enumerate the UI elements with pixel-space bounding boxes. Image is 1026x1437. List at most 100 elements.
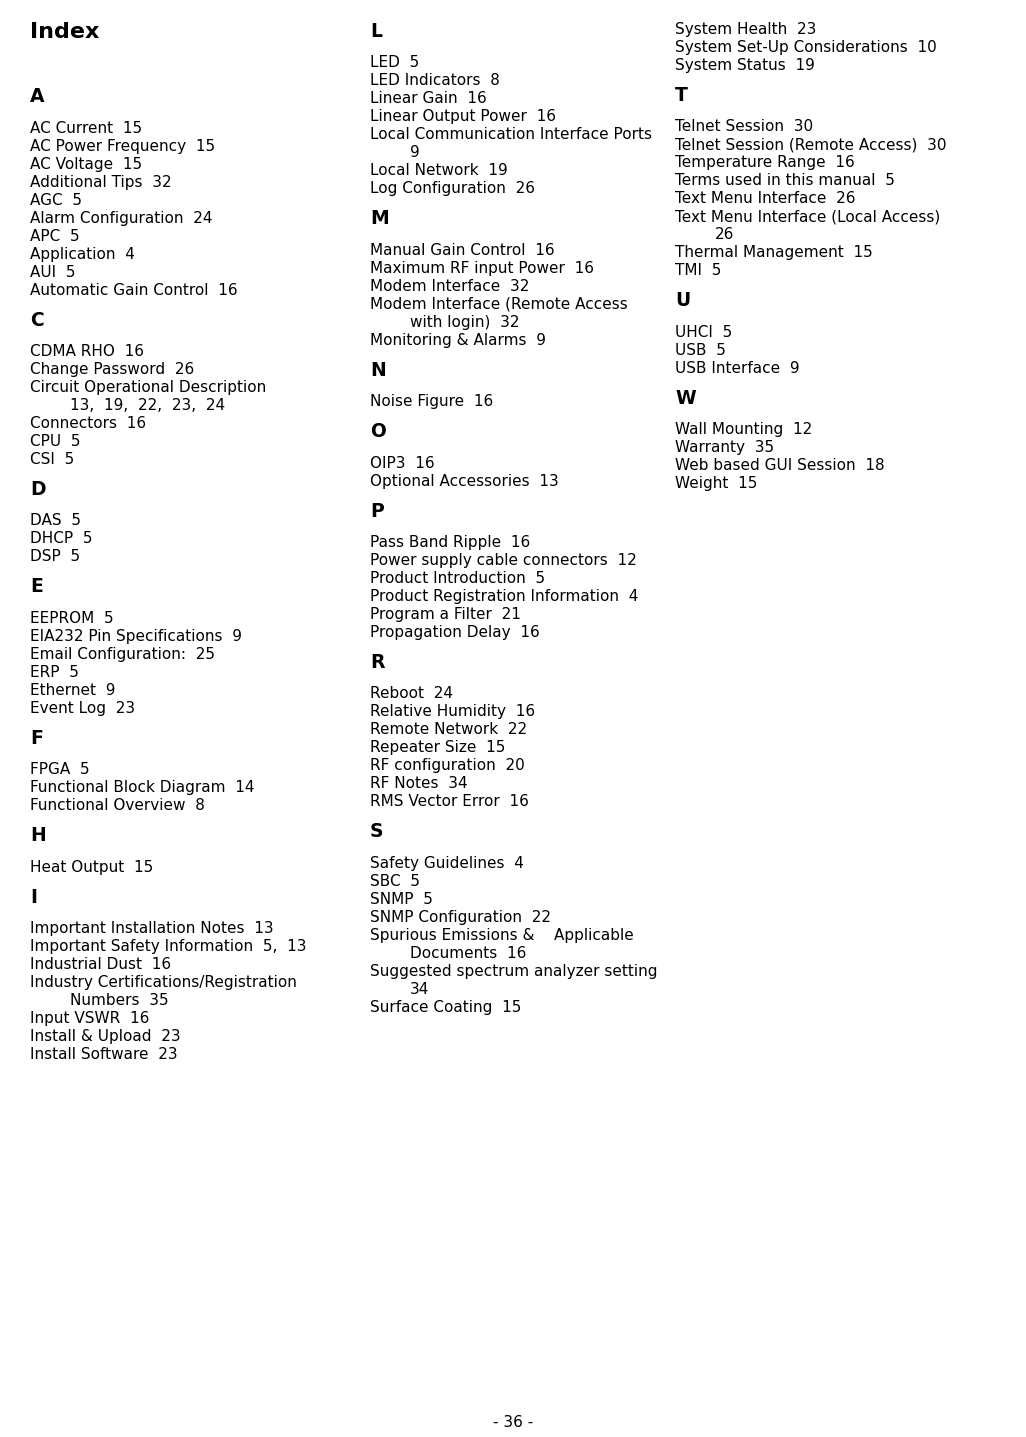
Text: Install Software  23: Install Software 23: [30, 1048, 177, 1062]
Text: with login)  32: with login) 32: [410, 315, 519, 331]
Text: FPGA  5: FPGA 5: [30, 762, 89, 777]
Text: D: D: [30, 480, 45, 499]
Text: Install & Upload  23: Install & Upload 23: [30, 1029, 181, 1045]
Text: UHCI  5: UHCI 5: [675, 325, 733, 339]
Text: Heat Output  15: Heat Output 15: [30, 859, 153, 875]
Text: Thermal Management  15: Thermal Management 15: [675, 246, 873, 260]
Text: Text Menu Interface  26: Text Menu Interface 26: [675, 191, 856, 207]
Text: Automatic Gain Control  16: Automatic Gain Control 16: [30, 283, 238, 297]
Text: Product Registration Information  4: Product Registration Information 4: [370, 589, 638, 604]
Text: Linear Output Power  16: Linear Output Power 16: [370, 109, 556, 125]
Text: Numbers  35: Numbers 35: [70, 993, 168, 1007]
Text: CDMA RHO  16: CDMA RHO 16: [30, 343, 144, 359]
Text: A: A: [30, 88, 44, 106]
Text: LED Indicators  8: LED Indicators 8: [370, 73, 500, 89]
Text: Reboot  24: Reboot 24: [370, 687, 453, 701]
Text: RF Notes  34: RF Notes 34: [370, 776, 468, 792]
Text: Optional Accessories  13: Optional Accessories 13: [370, 474, 559, 489]
Text: System Health  23: System Health 23: [675, 22, 817, 37]
Text: Industrial Dust  16: Industrial Dust 16: [30, 957, 171, 971]
Text: W: W: [675, 389, 696, 408]
Text: Additional Tips  32: Additional Tips 32: [30, 175, 171, 190]
Text: Surface Coating  15: Surface Coating 15: [370, 1000, 521, 1015]
Text: Event Log  23: Event Log 23: [30, 701, 135, 716]
Text: Maximum RF input Power  16: Maximum RF input Power 16: [370, 260, 594, 276]
Text: 26: 26: [715, 227, 735, 243]
Text: AC Voltage  15: AC Voltage 15: [30, 157, 143, 171]
Text: Documents  16: Documents 16: [410, 946, 526, 961]
Text: SNMP  5: SNMP 5: [370, 892, 433, 907]
Text: Relative Humidity  16: Relative Humidity 16: [370, 704, 536, 720]
Text: ERP  5: ERP 5: [30, 665, 79, 680]
Text: Log Configuration  26: Log Configuration 26: [370, 181, 535, 197]
Text: DHCP  5: DHCP 5: [30, 532, 92, 546]
Text: H: H: [30, 826, 46, 845]
Text: O: O: [370, 422, 386, 441]
Text: System Set-Up Considerations  10: System Set-Up Considerations 10: [675, 40, 937, 55]
Text: Telnet Session  30: Telnet Session 30: [675, 119, 814, 135]
Text: Modem Interface  32: Modem Interface 32: [370, 279, 529, 293]
Text: Remote Network  22: Remote Network 22: [370, 723, 527, 737]
Text: Web based GUI Session  18: Web based GUI Session 18: [675, 458, 884, 473]
Text: Change Password  26: Change Password 26: [30, 362, 194, 376]
Text: EEPROM  5: EEPROM 5: [30, 611, 114, 625]
Text: 13,  19,  22,  23,  24: 13, 19, 22, 23, 24: [70, 398, 225, 412]
Text: Index: Index: [30, 22, 100, 42]
Text: N: N: [370, 361, 386, 379]
Text: Repeater Size  15: Repeater Size 15: [370, 740, 506, 756]
Text: Local Communication Interface Ports: Local Communication Interface Ports: [370, 128, 652, 142]
Text: Terms used in this manual  5: Terms used in this manual 5: [675, 174, 895, 188]
Text: DSP  5: DSP 5: [30, 549, 80, 565]
Text: Functional Overview  8: Functional Overview 8: [30, 798, 205, 813]
Text: Wall Mounting  12: Wall Mounting 12: [675, 422, 813, 437]
Text: RF configuration  20: RF configuration 20: [370, 759, 524, 773]
Text: Power supply cable connectors  12: Power supply cable connectors 12: [370, 553, 637, 568]
Text: USB  5: USB 5: [675, 343, 725, 358]
Text: T: T: [675, 86, 687, 105]
Text: Text Menu Interface (Local Access): Text Menu Interface (Local Access): [675, 210, 940, 224]
Text: P: P: [370, 502, 384, 520]
Text: I: I: [30, 888, 37, 907]
Text: OIP3  16: OIP3 16: [370, 456, 435, 470]
Text: Linear Gain  16: Linear Gain 16: [370, 92, 486, 106]
Text: CPU  5: CPU 5: [30, 434, 80, 448]
Text: R: R: [370, 652, 385, 673]
Text: AUI  5: AUI 5: [30, 264, 76, 280]
Text: Functional Block Diagram  14: Functional Block Diagram 14: [30, 780, 254, 795]
Text: Important Installation Notes  13: Important Installation Notes 13: [30, 921, 274, 935]
Text: Circuit Operational Description: Circuit Operational Description: [30, 379, 267, 395]
Text: Important Safety Information  5,  13: Important Safety Information 5, 13: [30, 938, 307, 954]
Text: Application  4: Application 4: [30, 247, 134, 262]
Text: Spurious Emissions &    Applicable: Spurious Emissions & Applicable: [370, 928, 634, 943]
Text: APC  5: APC 5: [30, 228, 80, 244]
Text: SBC  5: SBC 5: [370, 874, 420, 890]
Text: CSI  5: CSI 5: [30, 453, 74, 467]
Text: RMS Vector Error  16: RMS Vector Error 16: [370, 795, 528, 809]
Text: Propagation Delay  16: Propagation Delay 16: [370, 625, 540, 639]
Text: Warranty  35: Warranty 35: [675, 440, 775, 456]
Text: Program a Filter  21: Program a Filter 21: [370, 606, 521, 622]
Text: Manual Gain Control  16: Manual Gain Control 16: [370, 243, 555, 257]
Text: AGC  5: AGC 5: [30, 193, 82, 207]
Text: 9: 9: [410, 145, 420, 161]
Text: U: U: [675, 292, 690, 310]
Text: Weight  15: Weight 15: [675, 476, 757, 491]
Text: Alarm Configuration  24: Alarm Configuration 24: [30, 211, 212, 226]
Text: Pass Band Ripple  16: Pass Band Ripple 16: [370, 535, 530, 550]
Text: EIA232 Pin Specifications  9: EIA232 Pin Specifications 9: [30, 629, 242, 644]
Text: C: C: [30, 310, 44, 329]
Text: AC Power Frequency  15: AC Power Frequency 15: [30, 138, 215, 154]
Text: DAS  5: DAS 5: [30, 513, 81, 529]
Text: F: F: [30, 729, 43, 747]
Text: Input VSWR  16: Input VSWR 16: [30, 1012, 150, 1026]
Text: System Status  19: System Status 19: [675, 57, 815, 73]
Text: M: M: [370, 210, 389, 228]
Text: Monitoring & Alarms  9: Monitoring & Alarms 9: [370, 333, 546, 348]
Text: - 36 -: - 36 -: [492, 1415, 534, 1430]
Text: Product Introduction  5: Product Introduction 5: [370, 570, 545, 586]
Text: Industry Certifications/Registration: Industry Certifications/Registration: [30, 974, 297, 990]
Text: L: L: [370, 22, 382, 42]
Text: E: E: [30, 578, 43, 596]
Text: LED  5: LED 5: [370, 56, 420, 70]
Text: USB Interface  9: USB Interface 9: [675, 361, 799, 376]
